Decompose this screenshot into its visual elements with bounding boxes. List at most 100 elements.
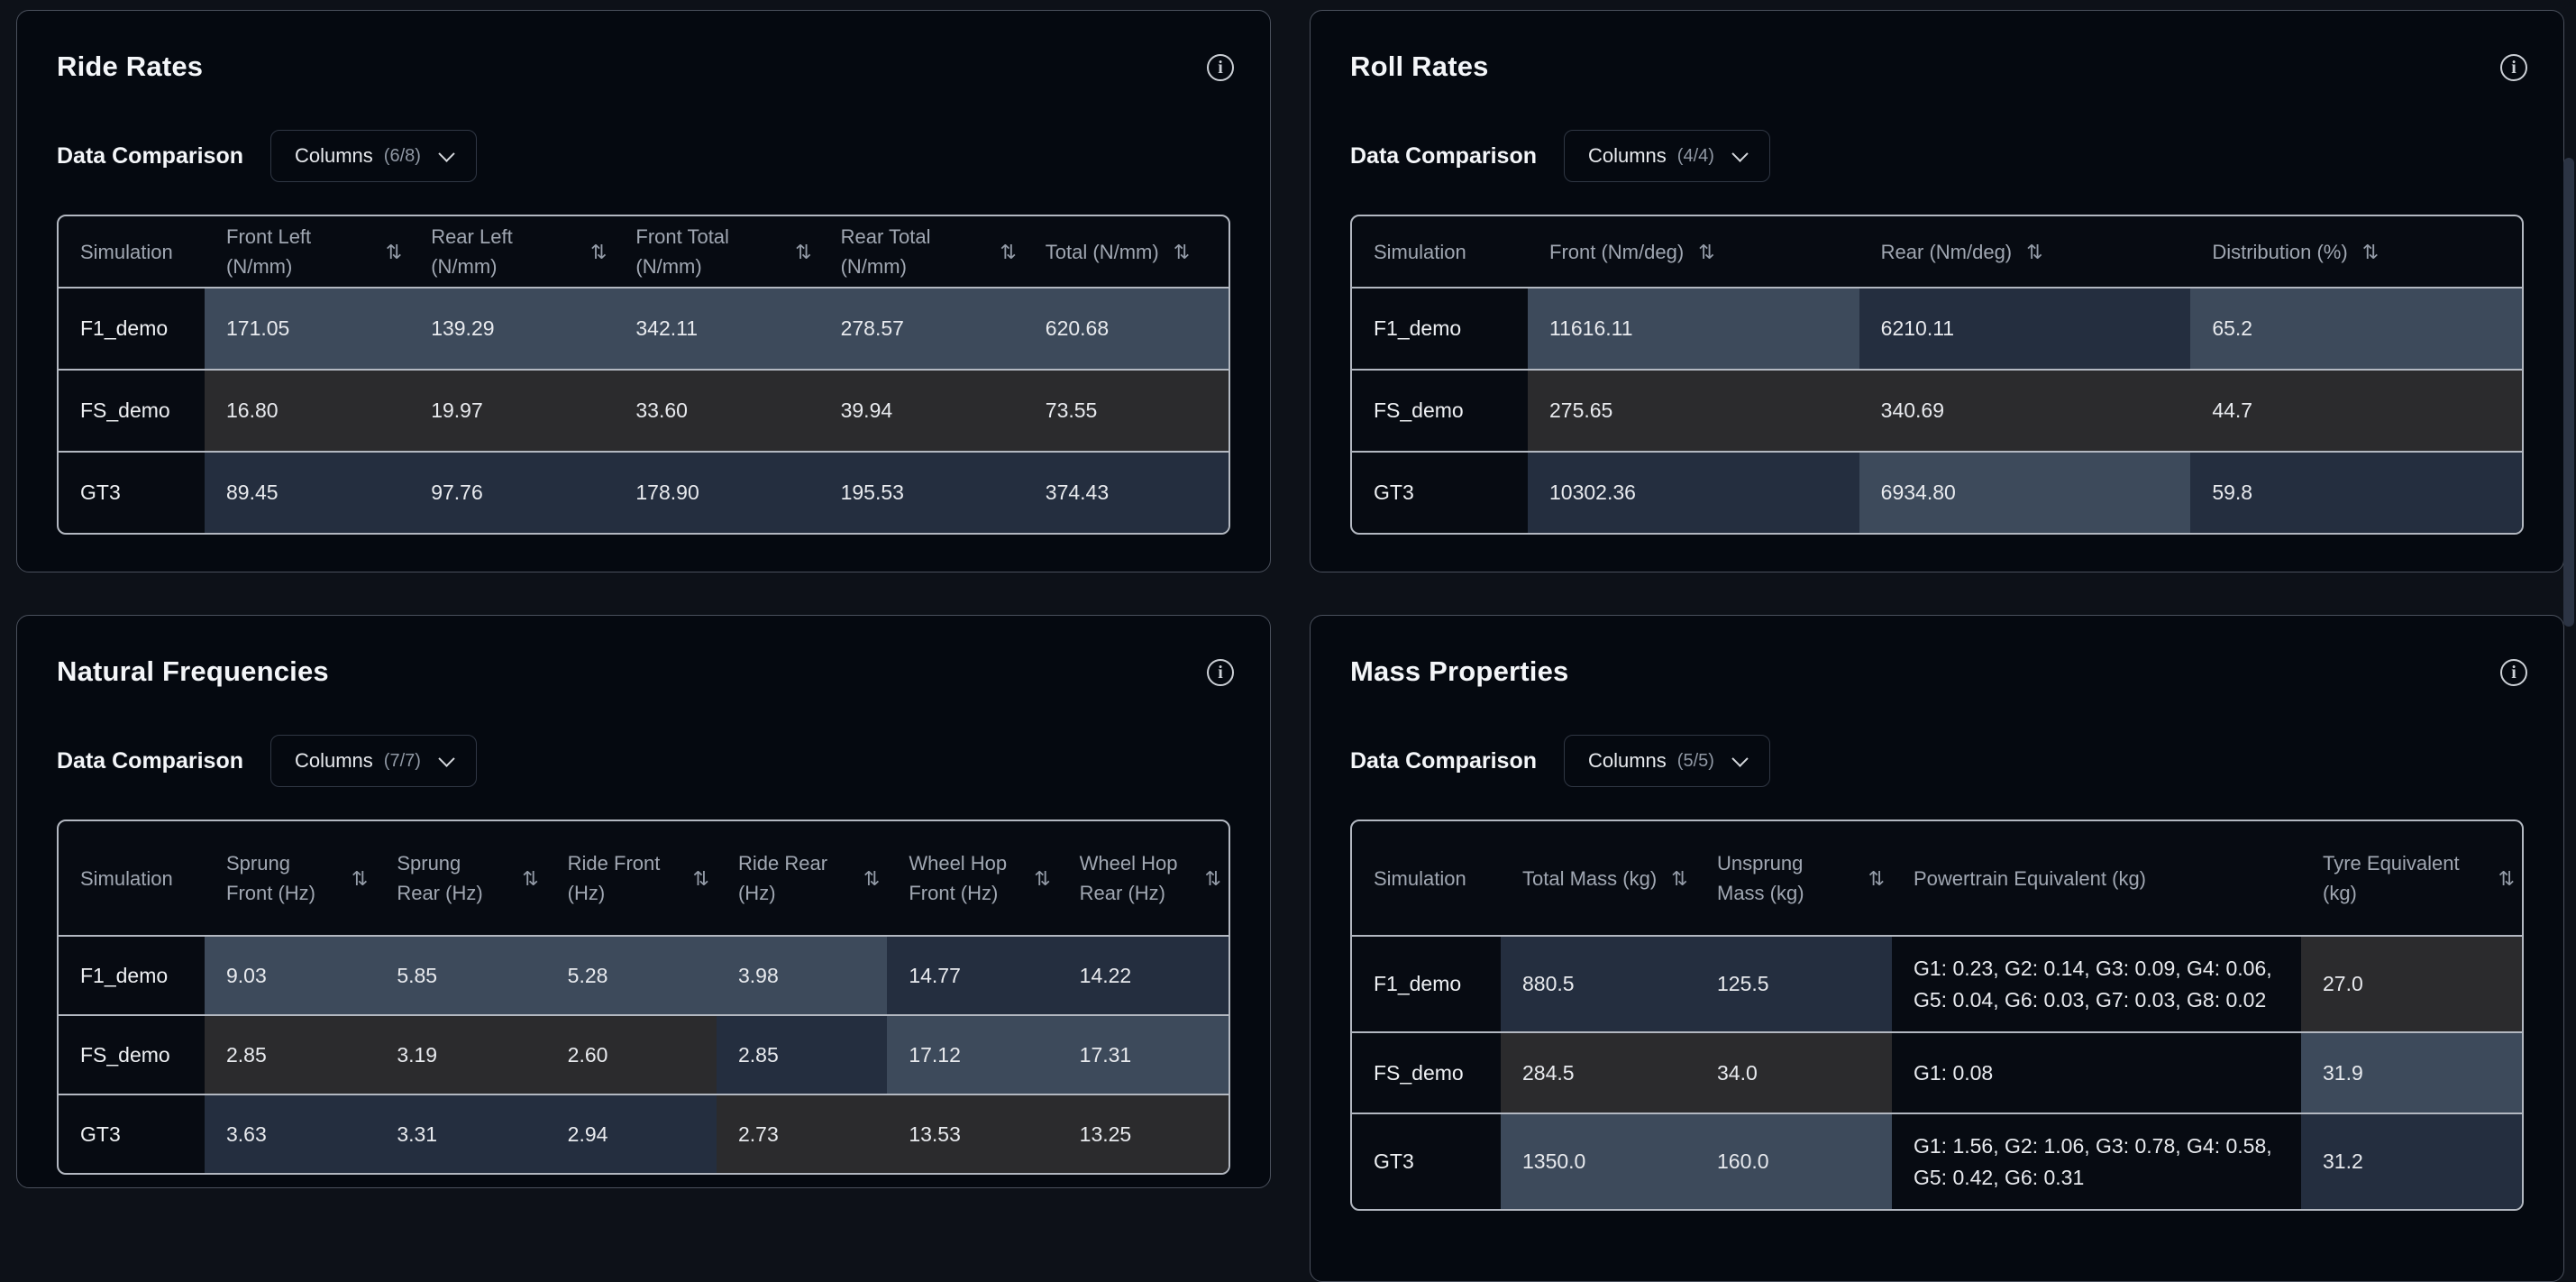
panel-roll-rates: Roll Rates i Data Comparison Columns (4/… — [1310, 10, 2564, 572]
data-comparison-row: Data Comparison Columns (7/7) — [57, 735, 1230, 787]
value-cell: 6210.11 — [1859, 288, 2191, 369]
page-scrollbar[interactable] — [2562, 0, 2576, 1212]
info-icon[interactable]: i — [2500, 659, 2527, 686]
value-cell: G1: 1.56, G2: 1.06, G3: 0.78, G4: 0.58, … — [1914, 1134, 2272, 1189]
scrollbar-thumb[interactable] — [2563, 158, 2574, 627]
sort-icon[interactable]: ⇅ — [1000, 240, 1017, 263]
sort-icon[interactable]: ⇅ — [795, 240, 812, 263]
data-comparison-row: Data Comparison Columns (5/5) — [1350, 735, 2524, 787]
columns-dropdown[interactable]: Columns (5/5) — [1563, 735, 1770, 787]
column-header-label: Front Total (N/mm) — [635, 225, 729, 278]
column-header-label: Rear Left (N/mm) — [431, 225, 513, 278]
sort-icon[interactable]: ⇅ — [2498, 866, 2515, 890]
column-header-label: Distribution (%) — [2212, 240, 2348, 263]
chevron-down-icon — [1731, 144, 1749, 162]
column-header[interactable]: Wheel Hop Front (Hz) ⇅ — [887, 848, 1057, 908]
sort-icon[interactable]: ⇅ — [1698, 240, 1715, 263]
column-header-label: Tyre Equivalent (kg) — [2323, 852, 2460, 904]
column-header[interactable]: Sprung Front (Hz) ⇅ — [205, 848, 375, 908]
panel-header: Natural Frequencies i — [17, 616, 1270, 688]
sort-icon[interactable]: ⇅ — [1671, 866, 1688, 890]
value-cell: 73.55 — [1023, 371, 1229, 451]
panel-header: Roll Rates i — [1311, 11, 2563, 83]
value-cell: 139.29 — [409, 288, 615, 369]
value-cell: 33.60 — [614, 371, 819, 451]
info-icon[interactable]: i — [2500, 54, 2527, 81]
data-table: Simulation Sprung Front (Hz) ⇅ Sprung Rear … — [57, 820, 1230, 1175]
info-icon[interactable]: i — [1207, 659, 1234, 686]
simulation-name-cell: F1_demo — [1374, 316, 1462, 341]
column-header[interactable]: Total Mass (kg) ⇅ — [1501, 864, 1695, 893]
value-cell: 374.43 — [1023, 453, 1229, 533]
table-body: F1_demo 11616.11 6210.11 65.2 FS_demo 275.65 3… — [1352, 287, 2522, 533]
columns-dropdown[interactable]: Columns (6/8) — [269, 130, 477, 182]
value-cell: 5.85 — [375, 937, 546, 1014]
table-row: GT3 3.63 3.31 2.94 2.73 13.53 13.25 — [59, 1094, 1229, 1173]
column-header-label: Front Left (N/mm) — [226, 225, 312, 278]
panel-natural-frequencies: Natural Frequencies i Data Comparison Co… — [16, 615, 1271, 1188]
simulation-name-cell: FS_demo — [1374, 1060, 1464, 1085]
simulation-name-cell: GT3 — [80, 481, 121, 505]
value-cell: 13.25 — [1057, 1095, 1229, 1173]
column-header[interactable]: Rear Total (N/mm) ⇅ — [819, 222, 1024, 281]
table-header-row: Simulation Front (Nm/deg) ⇅ Rear (Nm/deg) ⇅ D… — [1352, 216, 2522, 287]
sort-icon[interactable]: ⇅ — [1173, 240, 1191, 263]
table-row: F1_demo 11616.11 6210.11 65.2 — [1352, 287, 2522, 369]
table-row: GT3 89.45 97.76 178.90 195.53 374.43 — [59, 451, 1229, 533]
column-header-label: Total Mass (kg) — [1522, 866, 1658, 890]
sort-icon[interactable]: ⇅ — [863, 866, 881, 890]
table-row: F1_demo 9.03 5.85 5.28 3.98 14.77 14.22 — [59, 935, 1229, 1014]
column-header-label: Unsprung Mass (kg) — [1717, 852, 1804, 904]
table-body: F1_demo 880.5 125.5 G1: 0.23, G2: 0.14, G3:… — [1352, 935, 2522, 1209]
column-header[interactable]: Wheel Hop Rear (Hz) ⇅ — [1058, 848, 1229, 908]
value-cell: 31.2 — [2301, 1114, 2522, 1209]
value-cell: 34.0 — [1695, 1033, 1892, 1113]
column-header[interactable]: Ride Rear (Hz) ⇅ — [717, 848, 887, 908]
column-header[interactable]: Ride Front (Hz) ⇅ — [546, 848, 717, 908]
value-cell: 2.60 — [545, 1016, 717, 1094]
sort-icon[interactable]: ⇅ — [1868, 866, 1885, 890]
columns-dropdown-count: (7/7) — [383, 750, 421, 771]
sort-icon[interactable]: ⇅ — [1204, 866, 1221, 890]
table-body: F1_demo 171.05 139.29 342.11 278.57 620.68 FS_… — [59, 287, 1229, 533]
sort-icon[interactable]: ⇅ — [522, 866, 539, 890]
sort-icon[interactable]: ⇅ — [385, 240, 403, 263]
columns-dropdown-label: Columns — [294, 144, 373, 167]
column-header[interactable]: Rear (Nm/deg) ⇅ — [1859, 237, 2191, 267]
column-header[interactable]: Tyre Equivalent (kg) ⇅ — [2301, 848, 2522, 908]
value-cell: 17.12 — [887, 1016, 1058, 1094]
column-header[interactable]: Front (Nm/deg) ⇅ — [1528, 237, 1859, 267]
column-header[interactable]: Total (N/mm) ⇅ — [1024, 237, 1229, 267]
page-title: Mass Properties — [1350, 655, 1569, 687]
column-header[interactable]: Sprung Rear (Hz) ⇅ — [375, 848, 545, 908]
column-header[interactable]: Unsprung Mass (kg) ⇅ — [1695, 848, 1892, 908]
sort-icon[interactable]: ⇅ — [692, 866, 709, 890]
simulation-name-cell: F1_demo — [80, 316, 169, 341]
column-header[interactable]: Rear Left (N/mm) ⇅ — [409, 222, 614, 281]
sort-icon[interactable]: ⇅ — [2026, 240, 2043, 263]
sort-icon[interactable]: ⇅ — [1034, 866, 1051, 890]
value-cell: G1: 0.23, G2: 0.14, G3: 0.09, G4: 0.06, … — [1914, 957, 2272, 1012]
sort-icon[interactable]: ⇅ — [589, 240, 607, 263]
column-header-label: Wheel Hop Front (Hz) — [909, 852, 1008, 904]
column-header[interactable]: Front Total (N/mm) ⇅ — [614, 222, 818, 281]
simulation-name-cell: GT3 — [1374, 481, 1414, 505]
columns-dropdown[interactable]: Columns (4/4) — [1563, 130, 1770, 182]
columns-dropdown[interactable]: Columns (7/7) — [269, 735, 477, 787]
value-cell: 10302.36 — [1528, 453, 1859, 533]
section-label: Data Comparison — [1350, 142, 1537, 169]
value-cell: 160.0 — [1695, 1114, 1892, 1209]
column-header[interactable]: Front Left (N/mm) ⇅ — [205, 222, 409, 281]
column-header[interactable]: Distribution (%) ⇅ — [2190, 237, 2522, 267]
column-header-label: Simulation — [1374, 866, 1466, 890]
value-cell: 340.69 — [1859, 371, 2191, 451]
value-cell: 342.11 — [614, 288, 819, 369]
column-header-label: Rear Total (N/mm) — [840, 225, 931, 278]
info-icon[interactable]: i — [1207, 54, 1234, 81]
sort-icon[interactable]: ⇅ — [2361, 240, 2380, 263]
value-cell: 27.0 — [2301, 937, 2522, 1031]
column-header-simulation: Simulation — [1352, 864, 1501, 893]
sort-icon[interactable]: ⇅ — [351, 866, 369, 890]
section-label: Data Comparison — [1350, 747, 1537, 774]
page-title: Ride Rates — [57, 50, 204, 82]
